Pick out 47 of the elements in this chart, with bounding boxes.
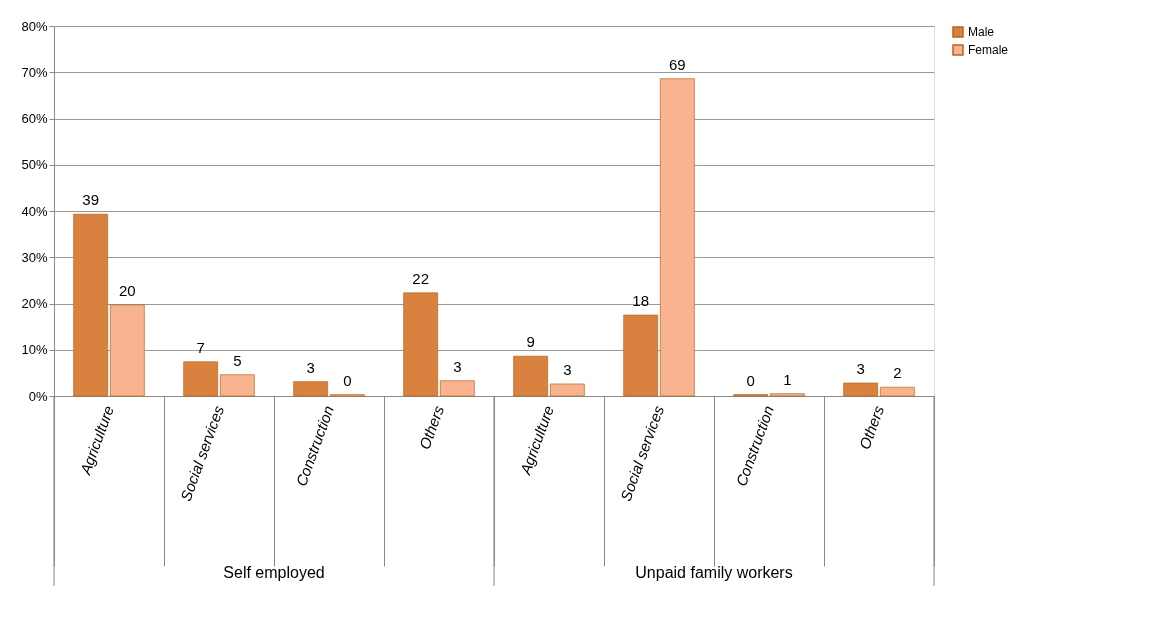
text: Self employed xyxy=(223,564,325,581)
data-label: 69 xyxy=(668,55,686,73)
data-label: 22 xyxy=(412,269,430,287)
x-tick-label: Others xyxy=(415,402,448,452)
bar xyxy=(879,386,915,397)
bar xyxy=(513,355,549,397)
data-label: 0 xyxy=(343,371,352,389)
y-tick-label: 0% xyxy=(28,388,48,404)
data-label: 5 xyxy=(233,351,242,369)
bar xyxy=(183,361,219,397)
bar xyxy=(439,380,475,397)
data-label: 3 xyxy=(453,357,462,375)
data-label: 2 xyxy=(893,364,902,382)
bar xyxy=(769,393,805,397)
bar xyxy=(659,78,695,397)
data-label: 3 xyxy=(856,360,865,378)
x-tick-label: Social services xyxy=(176,402,228,504)
bar xyxy=(73,213,109,397)
bar xyxy=(403,292,439,397)
data-label: 39 xyxy=(82,191,100,209)
y-tick-label: 50% xyxy=(21,157,48,173)
legend-label: Female xyxy=(968,43,1009,57)
text: Unpaid family workers xyxy=(635,564,793,581)
data-label: 7 xyxy=(196,338,205,356)
x-tick-label: Social services xyxy=(616,402,668,504)
data-label: 1 xyxy=(783,370,792,388)
data-label: 3 xyxy=(306,358,315,376)
data-label: 18 xyxy=(632,292,650,310)
y-tick-label: 10% xyxy=(21,342,48,358)
data-label: 9 xyxy=(526,333,535,351)
y-tick-label: 40% xyxy=(21,203,48,219)
bar xyxy=(109,304,145,397)
legend-label: Male xyxy=(968,25,995,39)
y-tick-label: 70% xyxy=(21,64,48,80)
bar xyxy=(219,374,255,397)
data-label: 0 xyxy=(746,371,755,389)
bar xyxy=(549,383,585,397)
bar xyxy=(623,314,659,397)
y-tick-label: 20% xyxy=(21,296,48,311)
data-label: 20 xyxy=(118,281,136,299)
bar xyxy=(843,382,879,397)
y-tick-label: 80% xyxy=(21,18,48,34)
bar xyxy=(293,381,329,397)
y-tick-label: 60% xyxy=(21,111,48,126)
x-tick-label: Others xyxy=(855,402,888,452)
data-label: 3 xyxy=(563,360,572,378)
y-tick-label: 30% xyxy=(21,249,48,265)
